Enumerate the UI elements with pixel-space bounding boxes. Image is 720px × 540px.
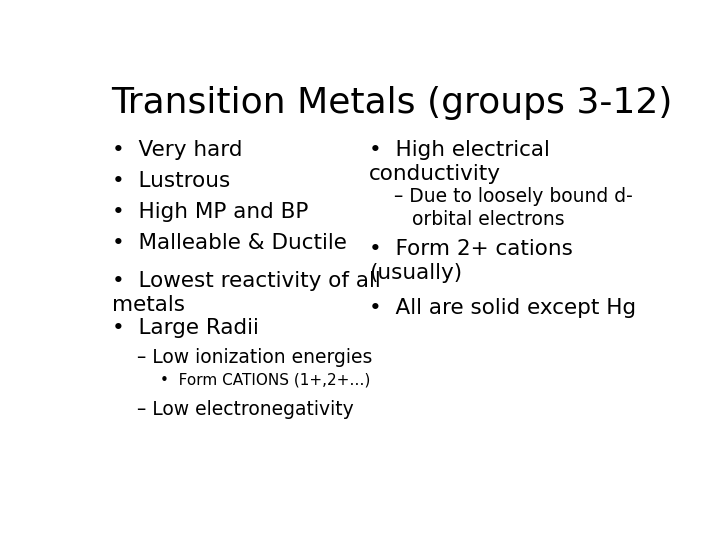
Text: – Low ionization energies: – Low ionization energies	[138, 348, 373, 367]
Text: •  Lowest reactivity of all
metals: • Lowest reactivity of all metals	[112, 271, 381, 315]
Text: •  Lustrous: • Lustrous	[112, 171, 230, 191]
Text: •  Malleable & Ductile: • Malleable & Ductile	[112, 233, 347, 253]
Text: •  Large Radii: • Large Radii	[112, 319, 259, 339]
Text: •  Form CATIONS (1+,2+…): • Form CATIONS (1+,2+…)	[160, 373, 370, 388]
Text: •  All are solid except Hg: • All are solid except Hg	[369, 298, 636, 318]
Text: •  Very hard: • Very hard	[112, 140, 243, 160]
Text: Transition Metals (groups 3-12): Transition Metals (groups 3-12)	[111, 85, 672, 119]
Text: •  High electrical
conductivity: • High electrical conductivity	[369, 140, 550, 184]
Text: •  Form 2+ cations
(usually): • Form 2+ cations (usually)	[369, 239, 573, 284]
Text: – Due to loosely bound d-
   orbital electrons: – Due to loosely bound d- orbital electr…	[394, 187, 633, 229]
Text: – Low electronegativity: – Low electronegativity	[138, 400, 354, 419]
Text: •  High MP and BP: • High MP and BP	[112, 202, 309, 222]
